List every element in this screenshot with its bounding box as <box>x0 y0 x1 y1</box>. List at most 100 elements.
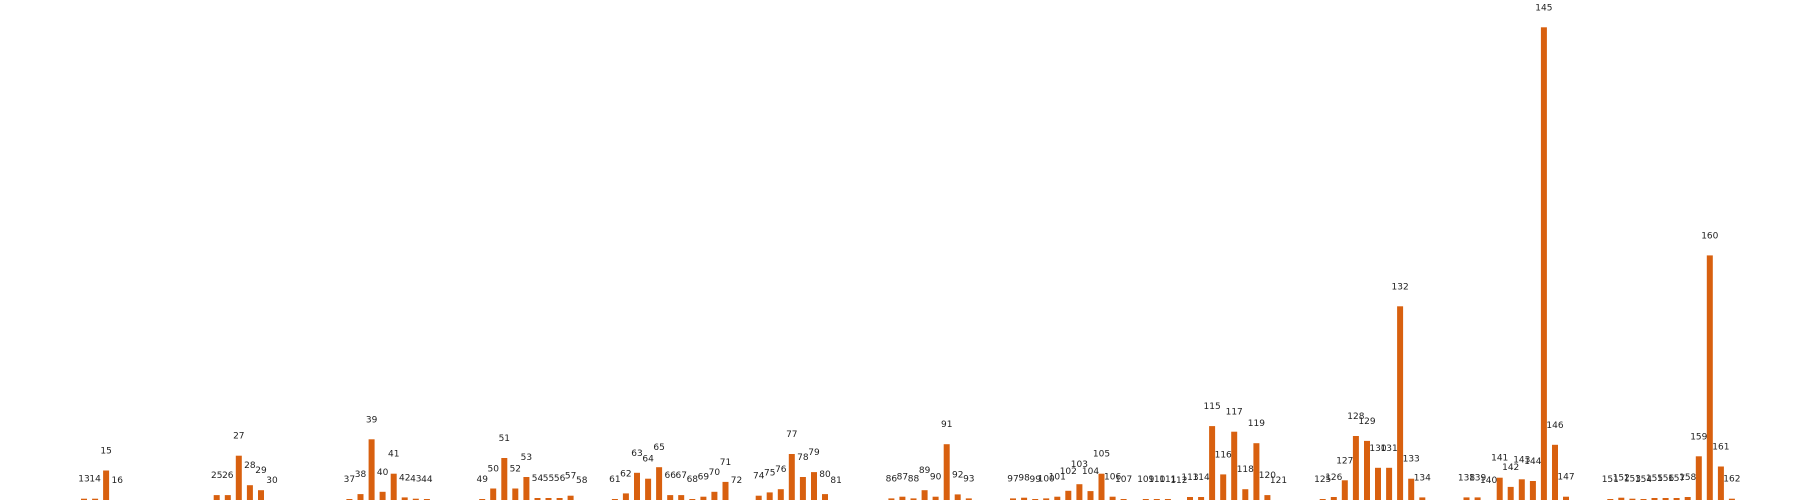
bar-152 <box>1618 497 1625 500</box>
bar-label-53: 53 <box>521 453 532 463</box>
bar-label-133: 133 <box>1403 455 1420 465</box>
bar-label-52: 52 <box>510 465 521 475</box>
bar-label-88: 88 <box>908 474 920 484</box>
bar-label-121: 121 <box>1270 476 1287 486</box>
bar-142 <box>1507 486 1514 500</box>
bar-label-89: 89 <box>919 466 931 476</box>
bar-label-152: 152 <box>1613 474 1630 484</box>
bar-label-141: 141 <box>1491 454 1508 464</box>
bar-144 <box>1529 481 1536 500</box>
bar-label-113: 113 <box>1181 473 1198 483</box>
bar-120 <box>1264 495 1271 500</box>
bar-54 <box>534 498 541 500</box>
bar-label-61: 61 <box>609 475 620 485</box>
bar-104 <box>1087 491 1094 500</box>
bar-label-120: 120 <box>1259 471 1276 481</box>
bar-series <box>81 27 1735 500</box>
bar-label-65: 65 <box>653 443 664 453</box>
bar-label-76: 76 <box>775 465 787 475</box>
bar-label-27: 27 <box>233 432 244 442</box>
bar-label-138: 138 <box>1458 473 1475 483</box>
bar-105 <box>1098 473 1105 500</box>
bar-label-16: 16 <box>111 476 123 486</box>
bar-label-87: 87 <box>897 473 908 483</box>
bar-label-26: 26 <box>222 471 234 481</box>
bar-75 <box>766 492 773 500</box>
bar-label-104: 104 <box>1082 467 1099 477</box>
bar-127 <box>1341 480 1348 500</box>
bar-132 <box>1397 306 1404 500</box>
bar-86 <box>888 498 895 500</box>
bar-88 <box>910 498 917 500</box>
bar-label-160: 160 <box>1701 231 1718 241</box>
bar-label-25: 25 <box>211 471 222 481</box>
bar-label-145: 145 <box>1535 3 1552 13</box>
bar-115 <box>1209 426 1216 500</box>
bar-label-102: 102 <box>1060 467 1077 477</box>
bar-29 <box>258 490 264 500</box>
bar-97 <box>1010 498 1016 500</box>
bar-label-140: 140 <box>1480 476 1497 486</box>
bar-93 <box>965 498 972 500</box>
bar-label-92: 92 <box>952 470 963 480</box>
bar-label-15: 15 <box>100 447 111 457</box>
bar-65 <box>656 467 663 500</box>
bar-158 <box>1684 497 1691 500</box>
bar-155 <box>1651 498 1658 500</box>
bar-label-70: 70 <box>709 468 721 478</box>
bar-131 <box>1386 467 1393 500</box>
bar-56 <box>556 498 563 500</box>
bar-label-86: 86 <box>886 474 898 484</box>
bar-114 <box>1198 497 1205 500</box>
bar-103 <box>1076 484 1083 500</box>
bar-label-14: 14 <box>89 475 101 485</box>
bar-label-29: 29 <box>255 466 267 476</box>
bar-133 <box>1408 478 1415 500</box>
bar-label-156: 156 <box>1657 474 1674 484</box>
bar-label-77: 77 <box>786 430 797 440</box>
bar-62 <box>622 493 629 500</box>
bar-label-69: 69 <box>698 473 710 483</box>
bar-label-144: 144 <box>1524 457 1541 467</box>
bar-66 <box>667 495 674 500</box>
bar-label-125: 125 <box>1314 475 1331 485</box>
bar-label-50: 50 <box>487 465 499 475</box>
bar-label-62: 62 <box>620 469 631 479</box>
bar-117 <box>1231 431 1238 500</box>
bar-label-49: 49 <box>476 475 488 485</box>
bar-label-66: 66 <box>664 471 676 481</box>
bar-label-40: 40 <box>377 468 389 478</box>
bar-label-55: 55 <box>543 474 554 484</box>
bar-label-97: 97 <box>1007 474 1018 484</box>
bar-161 <box>1717 466 1724 500</box>
bar-label-91: 91 <box>941 420 952 430</box>
bar-118 <box>1242 489 1249 500</box>
bar-label-72: 72 <box>731 476 742 486</box>
bar-label-162: 162 <box>1723 475 1740 485</box>
bar-label-130: 130 <box>1369 444 1386 454</box>
bar-129 <box>1364 440 1370 500</box>
bar-label-101: 101 <box>1049 473 1066 483</box>
bar-label-57: 57 <box>565 472 576 482</box>
bar-156 <box>1662 498 1669 500</box>
bar-71 <box>722 481 729 500</box>
bar-128 <box>1352 436 1359 500</box>
bar-51 <box>501 458 508 500</box>
bar-label-117: 117 <box>1226 408 1243 418</box>
bar-label-132: 132 <box>1392 282 1409 292</box>
bar-146 <box>1552 444 1558 500</box>
bar-label-80: 80 <box>819 470 831 480</box>
bar-157 <box>1673 498 1680 500</box>
bar-label-147: 147 <box>1557 473 1574 483</box>
bar-69 <box>700 496 707 500</box>
bar-label-75: 75 <box>764 468 775 478</box>
bar-label-54: 54 <box>532 474 544 484</box>
bar-41 <box>390 473 397 500</box>
bar-label-107: 107 <box>1115 475 1132 485</box>
bar-90 <box>932 496 939 500</box>
bar-label-79: 79 <box>808 448 820 458</box>
bar-67 <box>678 495 685 500</box>
bar-70 <box>711 491 718 500</box>
bar-100 <box>1043 498 1050 500</box>
bar-139 <box>1474 497 1481 500</box>
